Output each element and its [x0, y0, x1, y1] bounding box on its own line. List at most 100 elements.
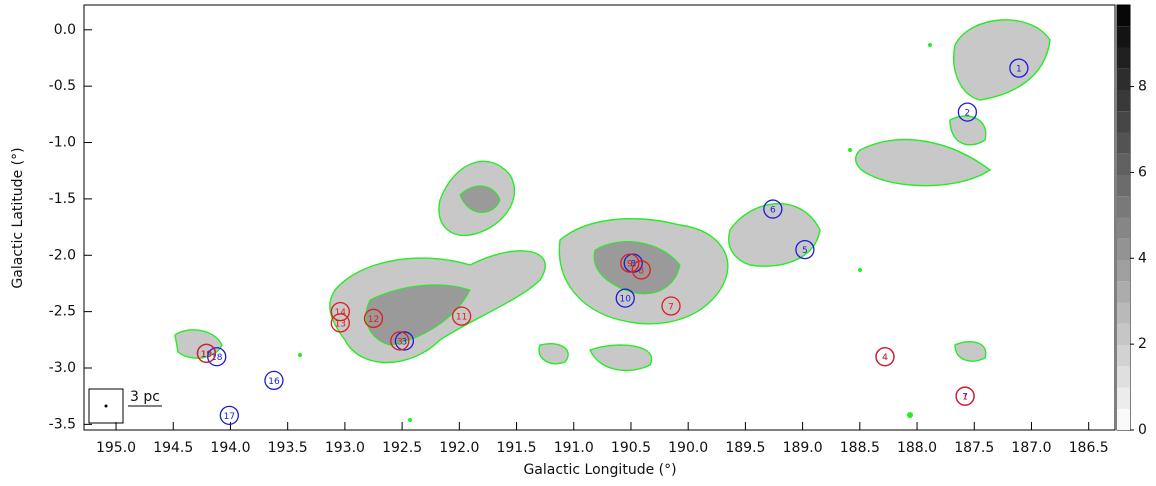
plot-frame	[83, 4, 1116, 431]
y-tick-label: -1.0	[49, 135, 76, 151]
x-tick-label: 189.5	[725, 440, 765, 456]
source-marker	[330, 313, 350, 333]
scale-box: 3 pc	[88, 388, 162, 424]
colorbar-tick-label: 8	[1138, 79, 1147, 95]
source-marker	[363, 308, 384, 329]
source-marker	[196, 343, 217, 363]
y-tick-label: 0.0	[54, 22, 76, 38]
source-marker	[763, 199, 783, 219]
colorbar-step	[1117, 387, 1130, 409]
source-marker	[207, 347, 227, 367]
colorbar-step	[1117, 196, 1130, 218]
source-label: 9	[627, 260, 633, 270]
x-tick-label: 193.0	[325, 440, 365, 456]
source-marker	[957, 102, 978, 122]
x-axis-label: Galactic Longitude (°)	[523, 462, 676, 478]
colorbar-step	[1117, 323, 1130, 345]
colorbar-step	[1117, 132, 1130, 154]
source-label: 19	[201, 350, 213, 360]
source-label: 3	[402, 337, 408, 347]
x-tick-label: 186.5	[1069, 440, 1109, 456]
y-tick-label: -3.5	[49, 416, 76, 432]
source-marker	[955, 386, 975, 406]
colorbar-step	[1117, 260, 1130, 282]
source-marker	[1009, 58, 1029, 78]
source-marker	[615, 288, 635, 308]
source-label: 18	[211, 353, 223, 363]
x-tick-label: 194.0	[210, 440, 250, 456]
source-label: 10	[620, 295, 632, 305]
colorbar-step	[1117, 90, 1130, 112]
x-tick-label: 188.0	[897, 440, 937, 456]
emission-map	[174, 19, 1051, 422]
y-axis-label: Galactic Latitude (°)	[10, 147, 26, 288]
scale-label: 3 pc	[130, 389, 160, 405]
source-marker	[330, 301, 350, 322]
y-tick-label: -0.5	[49, 78, 76, 94]
source-label: 8	[638, 266, 644, 276]
colorbar-tick-label: 6	[1138, 164, 1147, 180]
source-label: 14	[335, 308, 347, 318]
colorbar-step	[1117, 26, 1130, 48]
colorbar-step	[1117, 5, 1130, 27]
source-marker	[661, 296, 681, 316]
colorbar-tick-label: 2	[1138, 336, 1147, 352]
source-label: 11	[456, 313, 467, 323]
y-tick-label: -1.5	[49, 191, 76, 207]
source-marker	[390, 331, 410, 351]
source-label: 1	[962, 393, 968, 403]
colorbar-step	[1117, 408, 1130, 430]
source-marker	[219, 405, 239, 425]
x-tick-label: 192.0	[439, 440, 479, 456]
x-tick-label: 190.0	[668, 440, 708, 456]
y-tick-label: -2.5	[49, 304, 76, 320]
source-label: 5	[802, 246, 808, 256]
source-marker	[631, 260, 651, 280]
source-label: 4	[882, 353, 888, 363]
colorbar-step	[1117, 175, 1130, 197]
x-tick-label: 189.0	[783, 440, 823, 456]
x-tick-label: 187.5	[954, 440, 994, 456]
source-marker	[264, 370, 284, 391]
source-label: 19	[201, 350, 213, 360]
colorbar-step	[1117, 153, 1130, 175]
x-tick-label: 193.5	[268, 440, 308, 456]
source-label: 4	[882, 353, 888, 363]
colorbar-step	[1117, 238, 1130, 260]
colorbar-step	[1117, 302, 1130, 324]
source-marker	[795, 239, 815, 260]
source-label: 16	[268, 377, 280, 387]
source-label: 6	[770, 206, 776, 216]
source-label: 13	[335, 319, 346, 329]
x-tick-label: 191.0	[554, 440, 594, 456]
y-tick-label: -3.0	[49, 360, 76, 376]
source-label: 17	[224, 412, 235, 422]
colorbar-tick-label: 0	[1138, 422, 1147, 438]
colorbar-step	[1117, 217, 1130, 239]
y-tick-label: -2.0	[49, 247, 76, 263]
x-tick-label: 194.5	[153, 440, 193, 456]
x-tick-label: 191.5	[496, 440, 536, 456]
source-label: 3	[397, 337, 403, 347]
x-tick-label: 190.5	[611, 440, 651, 456]
source-marker	[620, 253, 640, 273]
x-tick-label: 192.5	[382, 440, 422, 456]
source-label: 7	[962, 393, 968, 403]
x-tick-label: 195.0	[96, 440, 136, 456]
source-label: 2	[965, 109, 971, 119]
colorbar-step	[1117, 345, 1130, 367]
colorbar-step	[1117, 47, 1130, 69]
x-tick-label: 188.5	[840, 440, 880, 456]
colorbar-step	[1117, 111, 1130, 133]
colorbar-step	[1117, 366, 1130, 388]
colorbar-tick-label: 4	[1138, 250, 1147, 266]
colorbar-step	[1117, 281, 1130, 303]
source-marker	[875, 347, 895, 367]
source-label: 7	[668, 302, 674, 312]
colorbar-step	[1117, 68, 1130, 90]
source-marker	[394, 331, 415, 351]
x-tick-label: 187.0	[1011, 440, 1051, 456]
source-marker	[451, 306, 472, 326]
source-label: 12	[368, 315, 379, 325]
